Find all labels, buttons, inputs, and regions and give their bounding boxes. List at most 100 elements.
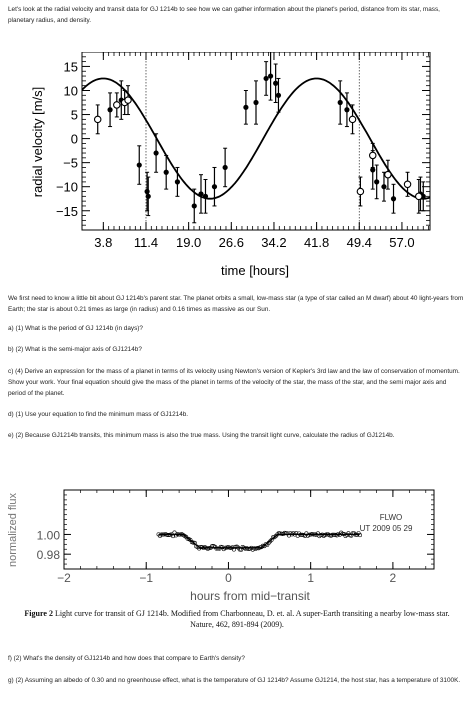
question-e: e) (2) Because GJ1214b transits, this mi… (8, 432, 395, 439)
rv-x-tick-label: 34.2 (261, 235, 286, 250)
lc-data-point (330, 532, 335, 537)
rv-x-tick-label: 49.4 (347, 235, 372, 250)
rv-data-point (145, 193, 151, 199)
rv-x-tick-label: 19.0 (176, 235, 201, 250)
rv-y-tick-label: 15 (64, 59, 78, 74)
rv-data-point (370, 167, 376, 173)
lc-data-point (192, 540, 197, 545)
lc-data-point (160, 532, 165, 537)
rv-data-point (136, 162, 142, 168)
lc-data-point (215, 546, 220, 551)
rv-y-tick-label: −5 (63, 156, 78, 171)
figure-caption-text: Light curve for transit of GJ 1214b. Mod… (54, 609, 450, 629)
rv-data-point (243, 104, 249, 110)
rv-y-axis-label-text: radial velocity [m/s] (30, 87, 45, 198)
lc-x-tick-label: 1 (307, 571, 314, 585)
lc-data-point (278, 531, 283, 536)
lc-data-point (307, 532, 312, 537)
rv-data-point-open (384, 170, 392, 179)
lc-y-axis-label: normalized flux (7, 493, 19, 567)
rv-data-point (144, 188, 150, 195)
lc-data-point (165, 533, 170, 538)
question-d: d) (1) Use your equation to find the min… (8, 411, 189, 418)
rv-data-point-open (403, 180, 412, 189)
lc-data-point (198, 545, 203, 550)
lc-y-tick-label: 0.98 (37, 548, 61, 562)
lc-data-point (159, 532, 164, 537)
rv-x-axis-label: time [hours] (221, 263, 289, 278)
rv-y-axis-label: radial velocity [m/s] (30, 87, 45, 198)
rv-data-point-open (348, 115, 357, 124)
rv-plot-frame (81, 52, 431, 231)
lc-data-point (227, 545, 232, 550)
rv-data-point (253, 99, 259, 106)
rv-data-point (273, 80, 279, 86)
rv-data-point-open (368, 151, 377, 160)
lc-data-point (331, 532, 336, 537)
rv-y-tick-label: 10 (64, 83, 78, 98)
rv-data-point-open (356, 187, 365, 196)
rv-x-tick-label: 26.6 (219, 235, 244, 250)
rv-data-point (198, 191, 204, 197)
rv-data-point (222, 164, 228, 171)
lc-data-point (171, 534, 176, 539)
rv-x-tick-label: 11.4 (134, 235, 158, 250)
rv-data-point (374, 179, 380, 185)
lc-data-point (357, 533, 362, 538)
rv-data-point-open (124, 96, 132, 104)
rv-data-point (202, 193, 209, 199)
lc-data-point (258, 545, 263, 550)
question-a: a) (1) What is the period of GJ 1214b (i… (8, 325, 143, 332)
lc-data-point (166, 533, 171, 538)
rv-x-tick-label: 3.8 (94, 235, 112, 250)
rv-y-tick-label: 5 (71, 108, 78, 123)
lc-x-tick-label: −2 (57, 571, 71, 585)
rv-data-point (163, 169, 169, 175)
question-b: b) (2) What is the semi-major axis of GJ… (8, 346, 142, 353)
question-f: f) (2) What's the density of GJ1214b and… (8, 655, 245, 662)
lc-data-point (191, 540, 196, 545)
background-text: We first need to know a little bit about… (8, 295, 464, 313)
rv-data-point (275, 92, 282, 98)
rv-data-point (381, 184, 387, 190)
lc-annotation-date: UT 2009 05 29 (360, 524, 413, 533)
rv-data-point (337, 99, 343, 106)
rv-data-point (211, 184, 218, 190)
lc-data-point (340, 531, 345, 536)
lc-x-tick-label: 2 (390, 571, 397, 585)
lc-data-point (233, 544, 238, 549)
lc-data-point (298, 532, 303, 537)
lc-y-tick-label: 1.00 (37, 528, 61, 542)
figure-caption: Figure 2 Light curve for transit of GJ 1… (14, 609, 460, 630)
rv-data-point (390, 196, 397, 202)
transit-light-curve-chart: 1.00 0.98 −2 −1 0 1 2 FLWO UT 2009 05 29 hours… (7, 489, 435, 602)
rv-data-point (191, 203, 197, 209)
lc-data-point (223, 545, 228, 550)
rv-data-point-open (113, 101, 121, 109)
lc-x-axis-label: hours from mid−transit (190, 589, 310, 602)
rv-x-tick-label: 57.0 (389, 235, 414, 250)
intro-text: Let's look at the radial velocity and tr… (8, 6, 440, 24)
rv-data-point (263, 75, 269, 82)
rv-data-point (153, 150, 159, 156)
radial-velocity-chart: 15 10 5 0 −5 −10 −15 3.8 11.4 19.0 26.6 34.2 41.8 49.… (30, 52, 431, 278)
lc-x-tick-label: 0 (225, 571, 232, 585)
question-g: g) (2) Assuming an albedo of 0.30 and no… (8, 677, 461, 684)
rv-data-point-open (93, 115, 102, 124)
lc-data-point (324, 532, 329, 537)
lc-data-point (255, 546, 260, 551)
rv-y-tick-label: −10 (56, 180, 78, 195)
lc-data-point (237, 547, 242, 552)
lc-annotation-site: FLWO (380, 513, 403, 522)
rv-data-point (174, 179, 181, 185)
rv-model-curve (81, 77, 431, 200)
rv-data-point (344, 107, 350, 113)
lc-data-point (162, 532, 167, 537)
lc-data-point (176, 532, 181, 537)
lc-data-point (311, 532, 316, 537)
lc-data-point (284, 531, 289, 536)
rv-data-point-open (415, 192, 423, 201)
rv-data-point (267, 73, 274, 79)
lc-y-axis-label-text: normalized flux (7, 493, 19, 567)
rv-data-point (107, 107, 113, 113)
